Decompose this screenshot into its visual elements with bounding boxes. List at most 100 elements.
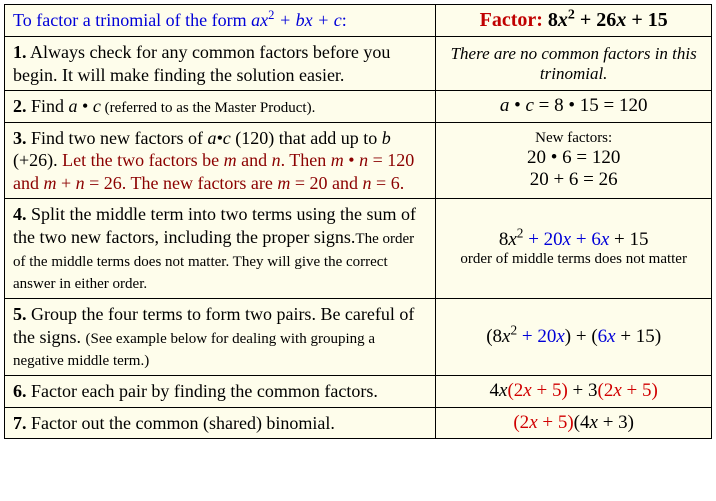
hdr-r-x2: x: [616, 9, 626, 31]
step1-right-text: There are no common factors in this trin…: [451, 44, 697, 83]
s6-text: Factor each pair by finding the common f…: [27, 381, 378, 401]
s7r-bo: (4: [574, 412, 590, 433]
step3-left: 3. Find two new factors of a•c (120) tha…: [5, 122, 436, 199]
s3r-l1: 20 • 6 = 120: [444, 147, 703, 169]
s5r-8: 8: [493, 326, 503, 347]
s5r-ba: + 20: [517, 326, 556, 347]
step-row-4: 4. Split the middle term into two terms …: [5, 199, 712, 299]
hdr-r-sup: 2: [568, 7, 575, 22]
s4r-note: order of middle terms does not matter: [444, 251, 703, 268]
step4-right: 8x2 + 20x + 6x + 15 order of middle term…: [436, 199, 712, 299]
step5-left: 5. Group the four terms to form two pair…: [5, 299, 436, 376]
s3-re3: = 20 and: [290, 173, 362, 193]
s6r-4: 4: [490, 380, 500, 401]
s3-ib: b: [382, 128, 391, 148]
s3-re4: = 6.: [372, 173, 405, 193]
step4-left: 4. Split the middle term into two terms …: [5, 199, 436, 299]
s3-a: Find two new factors of: [27, 128, 208, 148]
s6r-r2r: + 5): [622, 380, 658, 401]
s7r-rx: x: [529, 412, 537, 433]
s6r-r1r: + 5): [532, 380, 568, 401]
s5r-c2: ): [655, 326, 661, 347]
header-right-cell: Factor: 8x2 + 26x + 15: [436, 5, 712, 37]
step-row-5: 5. Group the four terms to form two pair…: [5, 299, 712, 376]
step7-num: 7.: [13, 413, 27, 433]
hdr-rest: + bx + c: [274, 10, 341, 30]
s3-ra: Let the two factors be: [62, 150, 223, 170]
s5r-c1: ) + (: [565, 326, 598, 347]
s5r-bb2: + 15: [616, 326, 655, 347]
s4r-bb: + 6: [571, 229, 601, 250]
step1-right: There are no common factors in this trin…: [436, 37, 712, 91]
step2-left: 2. Find a • c (referred to as the Master…: [5, 91, 436, 123]
s6r-mid: + 3: [568, 380, 598, 401]
header-right-text: Factor: 8x2 + 26x + 15: [480, 9, 668, 31]
s6r-r1o: (2: [507, 380, 523, 401]
step7-left: 7. Factor out the common (shared) binomi…: [5, 407, 436, 439]
s5r-bx: x: [556, 326, 564, 347]
s2r-dot: •: [509, 95, 525, 116]
s2r-a: a: [500, 95, 510, 116]
s3-m3: m: [44, 173, 57, 193]
s5r-bb: 6: [598, 326, 608, 347]
header-row: To factor a trinomial of the form ax 2 + …: [5, 5, 712, 37]
s4r-ba: + 20: [523, 229, 562, 250]
s3-n2: n: [359, 150, 368, 170]
hdr-r-8: 8: [548, 9, 558, 31]
step-row-3: 3. Find two new factors of a•c (120) tha…: [5, 122, 712, 199]
s3-n: n: [272, 150, 281, 170]
s2-dot: •: [78, 96, 93, 116]
step6-num: 6.: [13, 381, 27, 401]
s6r-r2x: x: [613, 380, 621, 401]
s3-rc: . Then: [281, 150, 331, 170]
header-left-prefix: To factor a trinomial of the form: [13, 10, 251, 30]
step5-num: 5.: [13, 304, 27, 324]
step2-right: a • c = 8 • 15 = 120: [436, 91, 712, 123]
header-left-text: To factor a trinomial of the form ax2 + …: [13, 10, 347, 30]
hdr-ax: ax: [251, 10, 268, 30]
header-left-cell: To factor a trinomial of the form ax2 + …: [5, 5, 436, 37]
s4r-end: + 15: [609, 229, 648, 250]
step-row-1: 1. Always check for any common factors b…: [5, 37, 712, 91]
step7-right: (2x + 5)(4x + 3): [436, 407, 712, 439]
hdr-r-x: x: [558, 9, 568, 31]
s3-n4: n: [363, 173, 372, 193]
s4r-x: x: [508, 229, 516, 250]
s7-text: Factor out the common (shared) binomial.: [27, 413, 335, 433]
s3-rdot: •: [344, 150, 359, 170]
s7r-br: + 3): [598, 412, 634, 433]
s3-m4: m: [277, 173, 290, 193]
step5-right: (8x2 + 20x) + (6x + 15): [436, 299, 712, 376]
hdr-r-r1: + 26: [575, 9, 616, 31]
s3r-label: New factors:: [444, 130, 703, 147]
step6-right: 4x(2x + 5) + 3(2x + 5): [436, 376, 712, 408]
s3-rp: +: [57, 173, 76, 193]
s2-a: a: [69, 96, 78, 116]
s2r-c: c: [525, 95, 533, 116]
s2-pre: Find: [27, 96, 69, 116]
hdr-r-label: Factor:: [480, 9, 548, 31]
step-row-6: 6. Factor each pair by finding the commo…: [5, 376, 712, 408]
s3-re2: = 26. The new factors are: [85, 173, 278, 193]
step1-num: 1.: [13, 42, 27, 62]
s3-n3: n: [76, 173, 85, 193]
s6r-r1x: x: [523, 380, 531, 401]
s3-c: (+26).: [13, 150, 62, 170]
s4r-bx: x: [563, 229, 571, 250]
hdr-suffix: :: [342, 10, 347, 30]
s2r-eq: = 8 • 15 = 120: [534, 95, 648, 116]
s3-m2: m: [331, 150, 344, 170]
step1-left: 1. Always check for any common factors b…: [5, 37, 436, 91]
s2-c: c: [93, 96, 101, 116]
s3-ac: a•c: [207, 128, 230, 148]
s5r-bx2: x: [607, 326, 615, 347]
s4r-8: 8: [499, 229, 509, 250]
step1-text: Always check for any common factors befo…: [13, 42, 390, 85]
step6-left: 6. Factor each pair by finding the commo…: [5, 376, 436, 408]
s7r-rr: + 5): [538, 412, 574, 433]
factoring-steps-table: To factor a trinomial of the form ax2 + …: [4, 4, 712, 439]
s4r-bx2: x: [601, 229, 609, 250]
step-row-7: 7. Factor out the common (shared) binomi…: [5, 407, 712, 439]
hdr-r-r2: + 15: [626, 9, 667, 31]
step2-num: 2.: [13, 96, 27, 116]
